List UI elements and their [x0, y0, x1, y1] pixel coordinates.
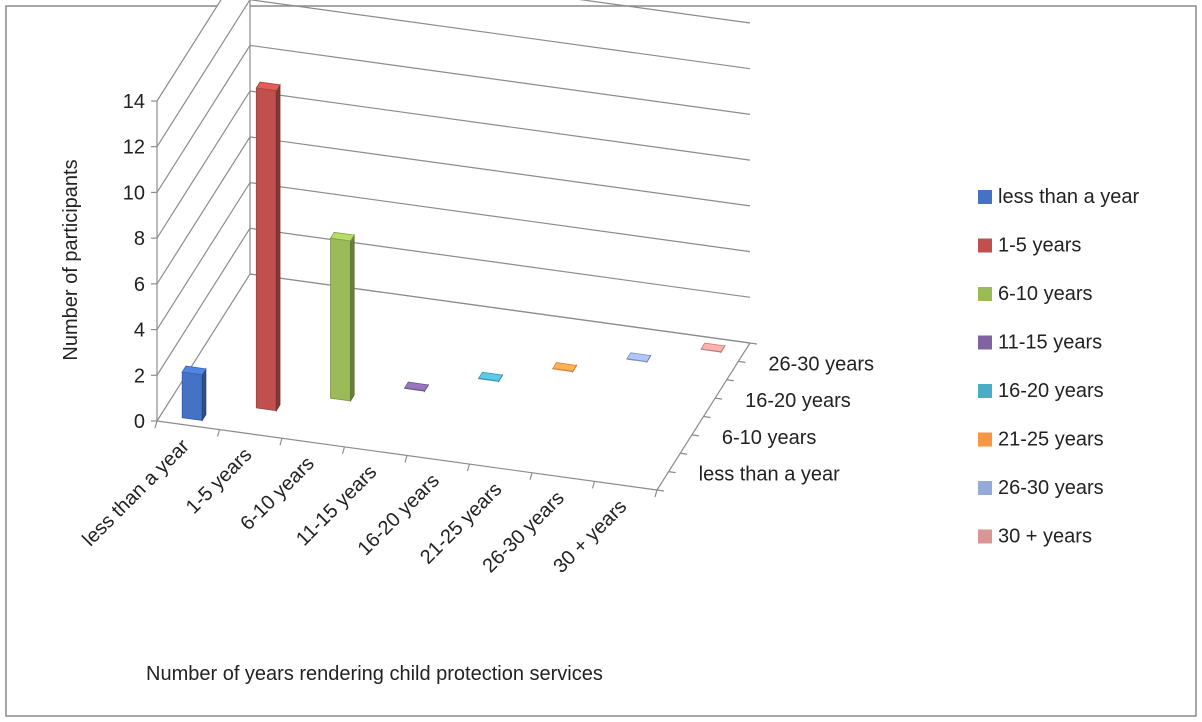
y-tick-label: 0 — [134, 411, 145, 433]
y-axis-title: Number of participants — [60, 159, 82, 360]
bar — [255, 81, 281, 413]
legend-swatch — [978, 481, 992, 495]
y-tick-label: 4 — [134, 320, 145, 342]
legend-label: less than a year — [998, 186, 1140, 208]
depth-tick-mark — [749, 342, 758, 345]
legend-swatch — [978, 190, 992, 204]
legend: less than a year 1-5 years 6-10 years 11-15… — [978, 186, 1140, 548]
legend-label: 21-25 years — [998, 429, 1104, 451]
bar-top-face — [329, 231, 355, 242]
depth-tick-mark — [656, 489, 665, 492]
bar — [478, 371, 504, 383]
legend-swatch — [978, 384, 992, 398]
y-tick-label: 2 — [134, 365, 145, 387]
bar-top-face — [181, 365, 207, 376]
x-tick-mark — [404, 455, 408, 463]
legend-label: 30 + years — [998, 526, 1092, 548]
legend-swatch — [978, 529, 992, 544]
bar-front-face — [181, 371, 203, 421]
legend-label: 1-5 years — [998, 235, 1081, 257]
depth-tick-mark — [726, 379, 734, 382]
gridline — [156, 0, 751, 148]
x-tick-mark — [154, 420, 158, 429]
bar — [552, 362, 578, 374]
bar — [403, 381, 429, 393]
y-tick-label: 10 — [123, 182, 145, 204]
legend-label: 26-30 years — [998, 477, 1104, 499]
x-tick-mark — [341, 446, 346, 455]
y-tick-label: 8 — [134, 228, 145, 250]
bar-top-face — [403, 381, 429, 392]
depth-axis-ticks: less than a year 6-10 years 16-20 years 26-… — [656, 342, 874, 492]
y-tick-label: 14 — [123, 91, 145, 113]
x-tick-mark — [591, 481, 596, 489]
legend-label: 6-10 years — [998, 283, 1093, 305]
bar — [329, 231, 355, 403]
depth-tick-label: 6-10 years — [722, 427, 817, 449]
legend-swatch — [978, 287, 992, 301]
bar-front-face — [330, 237, 351, 402]
depth-tick-mark — [715, 397, 723, 400]
depth-tick-mark — [680, 452, 688, 455]
depth-tick-mark — [738, 360, 746, 363]
bar-side-face — [201, 367, 207, 422]
depth-tick-mark — [703, 415, 711, 419]
depth-tick-mark — [691, 434, 699, 437]
bar-top-face — [255, 81, 281, 92]
depth-tick-mark — [668, 471, 676, 474]
x-tick-mark — [529, 472, 533, 480]
depth-tick-label: 26-30 years — [768, 353, 874, 375]
x-tick-mark — [279, 438, 283, 446]
bar-side-face — [350, 233, 355, 403]
legend-label: 16-20 years — [998, 380, 1104, 402]
bar — [626, 352, 652, 364]
x-tick-mark — [654, 489, 658, 498]
y-tick-label: 6 — [134, 274, 145, 296]
bar — [700, 342, 726, 354]
bar-top-face — [700, 342, 726, 353]
gridline — [156, 0, 751, 102]
x-axis-title: Number of years rendering child protecti… — [146, 663, 603, 685]
legend-swatch — [978, 238, 992, 253]
bars — [181, 81, 726, 422]
legend-swatch — [978, 335, 992, 350]
y-tick-label: 12 — [123, 137, 145, 159]
legend-label: 11-15 years — [998, 332, 1102, 354]
bar-top-face — [552, 362, 578, 372]
legend-swatch — [978, 432, 992, 447]
x-tick-mark — [466, 463, 471, 472]
bar-side-face — [275, 83, 281, 413]
depth-tick-label: 16-20 years — [745, 390, 851, 412]
bar — [181, 365, 207, 422]
bar-front-face — [255, 87, 277, 412]
depth-tick-label: less than a year — [699, 464, 841, 486]
bar-top-face — [478, 371, 504, 382]
x-tick-mark — [216, 429, 221, 437]
bar-top-face — [626, 352, 652, 362]
y-axis-ticks: 0 2 4 6 8 10 12 14 — [123, 91, 157, 433]
